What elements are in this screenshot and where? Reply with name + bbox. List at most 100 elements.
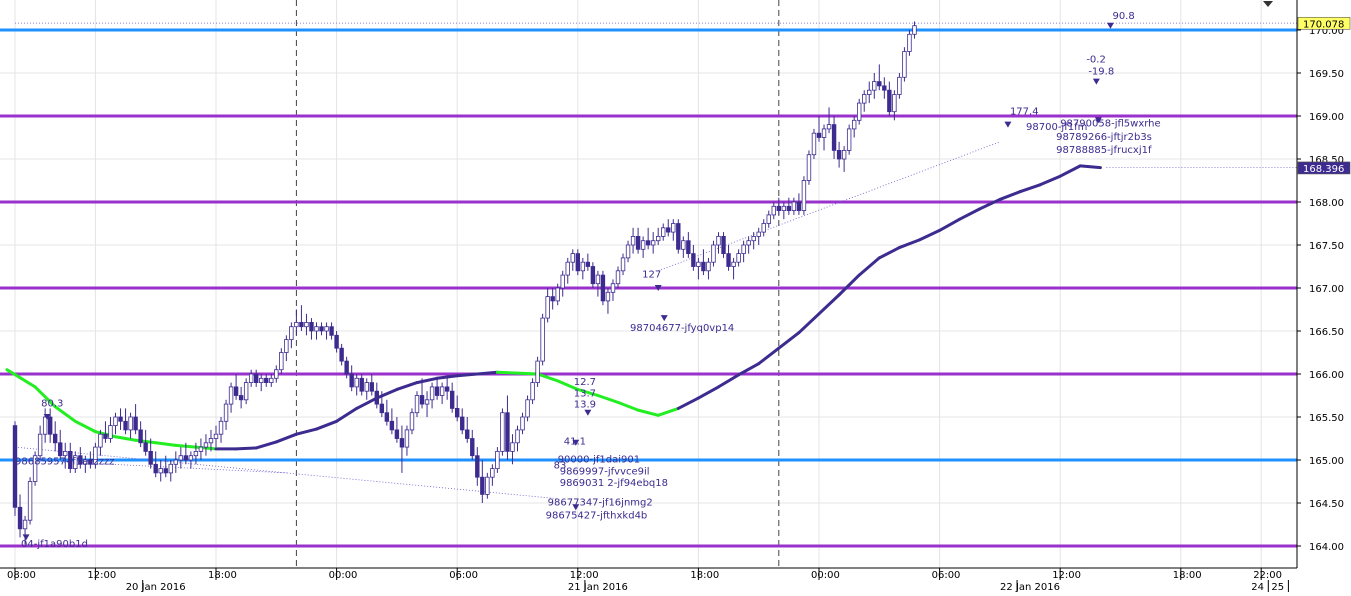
candle-body	[480, 476, 485, 495]
annotation-label: 80.3	[41, 399, 63, 410]
ma-segment	[576, 387, 600, 397]
y-tick-label: 166.50	[1309, 327, 1344, 338]
x-tick-label: 18:00	[208, 570, 237, 581]
candle-body	[515, 429, 520, 444]
candle-body	[656, 235, 661, 242]
candle-body	[314, 326, 319, 332]
ma-segment	[777, 331, 801, 350]
dropdown-triangle-icon[interactable]	[1261, 0, 1275, 10]
annotation-label: 90.8	[1112, 11, 1134, 22]
y-tick-label: 168.50	[1309, 155, 1344, 166]
candle-body	[47, 416, 53, 435]
date-label: 25	[1271, 582, 1284, 592]
candle-body	[118, 416, 123, 422]
candle-body	[334, 334, 339, 349]
candle-body	[711, 244, 716, 263]
dotted-trend-line	[14, 446, 558, 500]
candle-body	[299, 321, 304, 328]
candle-body	[319, 326, 324, 332]
candle-body	[857, 102, 862, 121]
candle-body	[510, 442, 515, 452]
candle-body	[364, 382, 369, 392]
trade-marker	[1106, 22, 1114, 29]
candle-body	[22, 519, 28, 530]
annotation-label: 177.4	[1010, 106, 1039, 117]
candle-body	[867, 89, 872, 95]
trade-marker	[660, 315, 668, 322]
candle-body	[389, 420, 395, 431]
candle-body	[213, 433, 219, 439]
annotation-label: 13.7	[574, 388, 596, 399]
candle-body	[575, 253, 580, 272]
ma-segment	[918, 228, 942, 242]
candle-body	[731, 261, 736, 267]
trade-marker	[1094, 117, 1102, 124]
candles	[12, 21, 917, 545]
y-tick-label: 164.00	[1309, 542, 1344, 553]
ma-segment	[656, 406, 680, 417]
x-tick-label: 12:00	[1052, 570, 1081, 581]
candle-body	[359, 377, 364, 392]
candle-body	[37, 433, 43, 457]
candle-body	[485, 476, 490, 495]
ma-segment	[877, 246, 901, 260]
candle-body	[143, 442, 148, 452]
candle-body	[228, 386, 234, 405]
candle-body	[470, 438, 475, 457]
x-tick-label: 12:00	[570, 570, 599, 581]
candle-body	[449, 390, 455, 409]
candle-body	[781, 205, 787, 212]
candle-body	[887, 89, 892, 113]
candle-body	[168, 463, 173, 474]
candle-body	[163, 468, 168, 474]
candle-body	[615, 270, 621, 285]
x-tick-label: 00:00	[811, 570, 840, 581]
annotation-label: 98685957-jf1azzzzz	[15, 456, 115, 467]
horizontal-levels	[0, 28, 1297, 548]
candle-body	[816, 132, 822, 138]
date-label: 22 Jan 2016	[1000, 582, 1060, 592]
candle-body	[836, 149, 842, 160]
candle-body	[434, 386, 440, 396]
candle-body	[872, 81, 877, 91]
candle-body	[570, 253, 575, 263]
candle-body	[892, 94, 897, 113]
candle-body	[409, 412, 415, 431]
candle-body	[630, 235, 636, 246]
x-tick-label: 18:00	[690, 570, 719, 581]
candle-body	[198, 446, 204, 452]
candle-body	[902, 51, 907, 78]
candle-body	[650, 240, 656, 246]
candle-body	[269, 377, 274, 383]
annotation-label: 83	[554, 461, 567, 472]
x-tick-label: 00:00	[329, 570, 358, 581]
candle-body	[580, 261, 586, 272]
ma-segment	[234, 446, 258, 451]
candle-body	[103, 433, 108, 439]
candle-body	[565, 261, 570, 276]
candle-body	[223, 403, 229, 422]
ma-segment	[33, 385, 57, 409]
candle-body	[158, 468, 163, 474]
annotation-label: 90000-jf1dai901	[558, 455, 640, 466]
candle-body	[203, 442, 209, 448]
ma-segment	[435, 374, 459, 380]
ma-segment	[114, 435, 138, 442]
x-tick-label: 06:00	[932, 570, 961, 581]
candle-body	[68, 450, 73, 469]
candle-body	[666, 227, 671, 233]
candle-body	[465, 429, 470, 439]
candle-body	[520, 416, 525, 431]
candle-body	[645, 240, 651, 246]
candle-body	[98, 433, 103, 448]
price-tag-label: 168.396	[1303, 164, 1344, 175]
annotation-label: 12.7	[574, 377, 596, 388]
ma-segment	[495, 370, 519, 375]
candle-body	[721, 235, 726, 254]
day-separators	[295, 0, 780, 568]
annotations: 80.3 98685957-jf1azzzzz 04-jf1a90b1d 41.1 12…	[15, 11, 1161, 550]
candle-body	[73, 455, 78, 470]
